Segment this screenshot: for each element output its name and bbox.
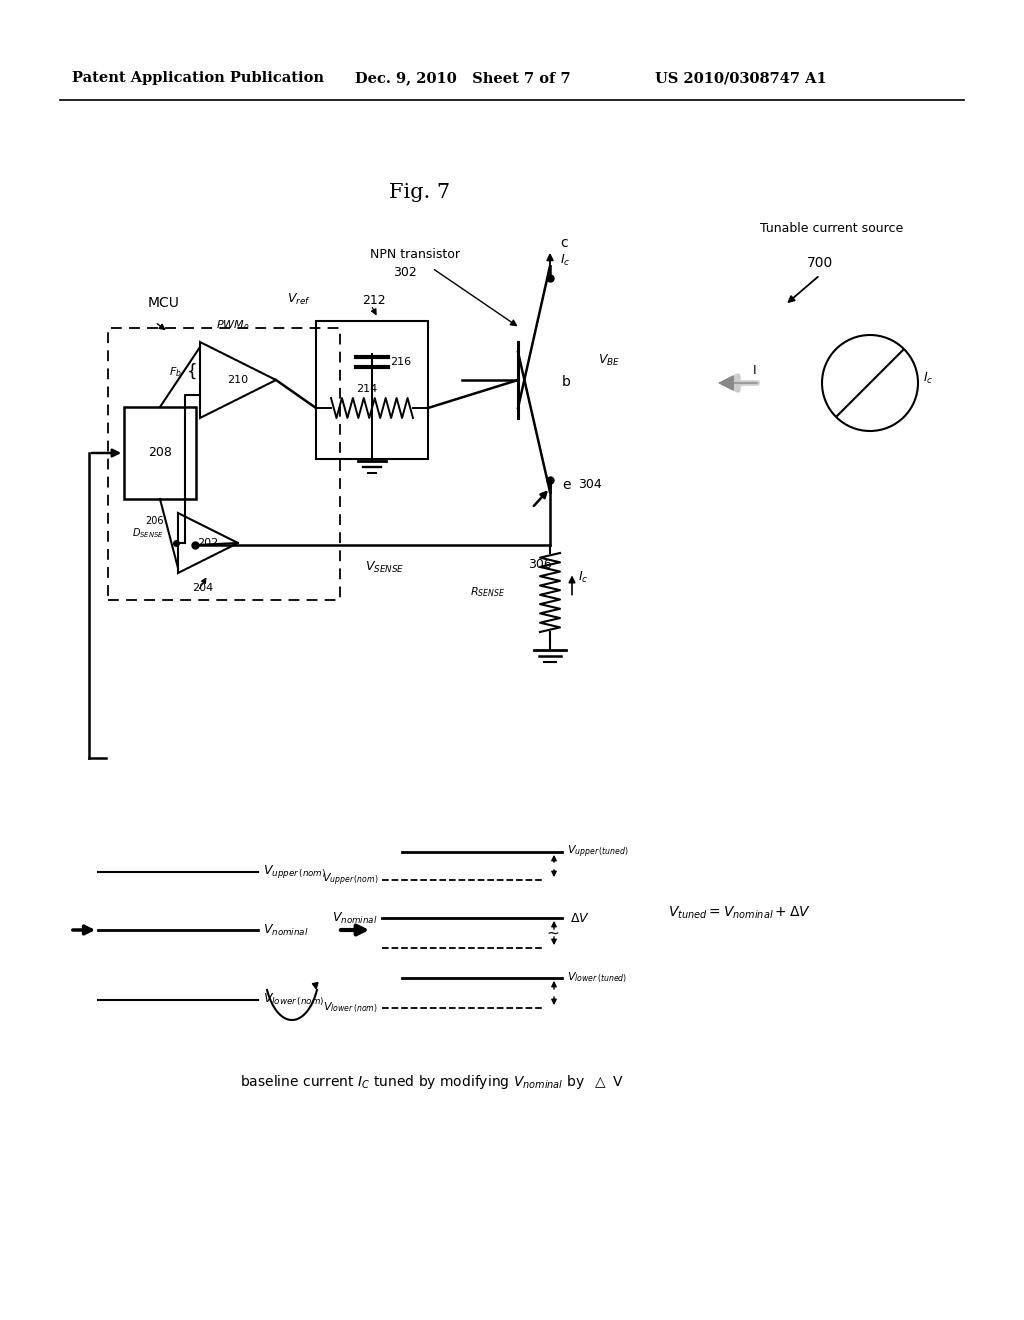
Text: 302: 302	[393, 267, 417, 280]
Text: $V_{nominal}$: $V_{nominal}$	[333, 911, 378, 925]
Text: $V_{lower\,(nom)}$: $V_{lower\,(nom)}$	[263, 991, 325, 1008]
Bar	[124, 407, 196, 499]
Text: 212: 212	[362, 293, 386, 306]
Text: b: b	[562, 375, 570, 389]
Text: {: {	[186, 363, 198, 381]
Text: Tunable current source: Tunable current source	[760, 222, 903, 235]
Text: $I_c$: $I_c$	[923, 371, 933, 385]
Text: ~: ~	[546, 925, 559, 940]
Text: $D_{SENSE}$: $D_{SENSE}$	[132, 527, 164, 540]
Text: 206: 206	[145, 516, 164, 525]
Text: 208: 208	[148, 446, 172, 459]
Text: $I_c$: $I_c$	[560, 252, 570, 268]
Text: $V_{lower\,(tuned)}$: $V_{lower\,(tuned)}$	[567, 970, 628, 985]
Text: 202: 202	[198, 539, 219, 548]
Text: $R_{SENSE}$: $R_{SENSE}$	[470, 586, 505, 599]
Text: baseline current $I_C$ tuned by modifying $V_{nominal}$ by  $\triangle$ V: baseline current $I_C$ tuned by modifyin…	[240, 1073, 625, 1092]
Text: $\Delta V$: $\Delta V$	[570, 912, 590, 924]
Text: 216: 216	[390, 356, 411, 367]
Text: 304: 304	[578, 479, 602, 491]
Text: $F_b$: $F_b$	[169, 366, 182, 379]
Text: NPN transistor: NPN transistor	[370, 248, 460, 261]
Text: $V_{lower\,(nom)}$: $V_{lower\,(nom)}$	[324, 1001, 378, 1015]
Text: e: e	[562, 478, 570, 492]
Text: 210: 210	[227, 375, 249, 385]
Text: $V_{ref}$: $V_{ref}$	[288, 292, 311, 306]
Text: I: I	[754, 364, 757, 378]
Text: $PWM_o$: $PWM_o$	[216, 318, 250, 333]
Text: $V_{upper\,(tuned)}$: $V_{upper\,(tuned)}$	[567, 843, 629, 861]
Text: Dec. 9, 2010   Sheet 7 of 7: Dec. 9, 2010 Sheet 7 of 7	[355, 71, 570, 84]
Text: 204: 204	[193, 583, 214, 593]
Text: $V_{nominal}$: $V_{nominal}$	[263, 923, 308, 937]
Text: Patent Application Publication: Patent Application Publication	[72, 71, 324, 84]
Text: Fig. 7: Fig. 7	[389, 183, 451, 202]
Text: $I_c$: $I_c$	[578, 570, 589, 585]
Text: $V_{tuned} = V_{nominal} + \Delta V$: $V_{tuned} = V_{nominal} + \Delta V$	[668, 904, 811, 921]
Text: $V_{SENSE}$: $V_{SENSE}$	[366, 560, 404, 576]
Bar	[316, 321, 428, 459]
Text: c: c	[560, 236, 567, 249]
Text: MCU: MCU	[148, 296, 180, 310]
Text: $V_{BE}$: $V_{BE}$	[598, 352, 621, 367]
Text: $V_{upper\,(nom)}$: $V_{upper\,(nom)}$	[322, 871, 378, 888]
Text: 214: 214	[356, 384, 378, 393]
Text: US 2010/0308747 A1: US 2010/0308747 A1	[655, 71, 826, 84]
Text: 306: 306	[528, 558, 552, 572]
Text: 700: 700	[807, 256, 834, 271]
Text: $V_{upper\,(nom)}$: $V_{upper\,(nom)}$	[263, 863, 327, 880]
